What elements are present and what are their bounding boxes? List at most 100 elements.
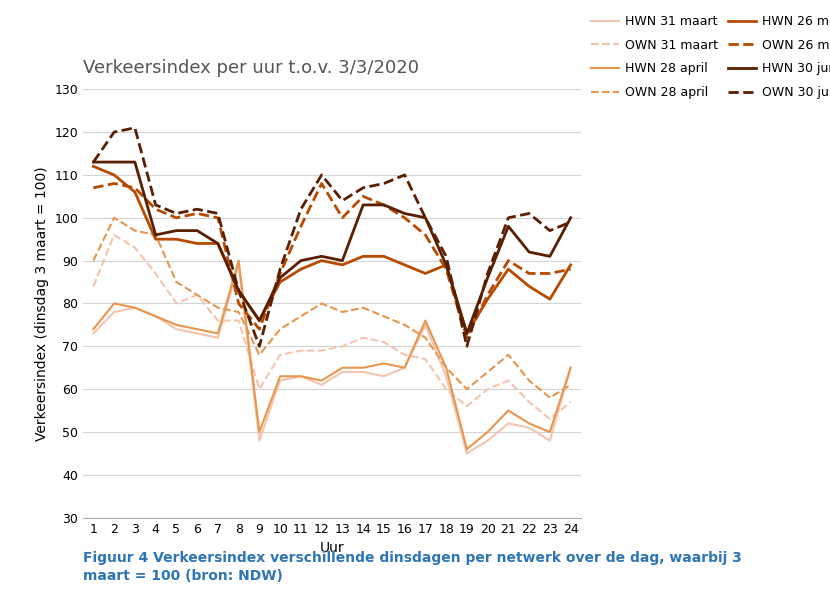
OWN 30 juni <box>254 343 264 350</box>
OWN 30 juni <box>295 206 305 213</box>
HWN 28 april <box>461 446 471 453</box>
HWN 26 mei <box>544 296 554 303</box>
OWN 30 juni <box>316 171 326 178</box>
OWN 28 april <box>461 386 471 393</box>
OWN 26 mei <box>358 193 368 200</box>
HWN 26 mei <box>358 253 368 260</box>
OWN 28 april <box>234 308 244 315</box>
HWN 30 juni <box>234 287 244 294</box>
HWN 28 april <box>378 360 388 367</box>
HWN 26 mei <box>254 317 264 324</box>
OWN 31 maart <box>503 377 513 384</box>
OWN 31 maart <box>316 347 326 354</box>
OWN 31 maart <box>525 399 535 406</box>
HWN 30 juni <box>212 240 222 247</box>
OWN 28 april <box>420 334 430 342</box>
HWN 26 mei <box>192 240 203 247</box>
Line: OWN 30 juni: OWN 30 juni <box>93 128 570 346</box>
HWN 31 maart <box>110 308 120 315</box>
Line: HWN 30 juni: HWN 30 juni <box>93 162 570 333</box>
HWN 26 mei <box>482 296 492 303</box>
OWN 26 mei <box>378 201 388 208</box>
OWN 31 maart <box>482 386 492 393</box>
HWN 28 april <box>192 325 203 333</box>
HWN 30 juni <box>316 253 326 260</box>
HWN 28 april <box>150 313 160 320</box>
OWN 31 maart <box>88 283 99 290</box>
HWN 30 juni <box>482 274 492 281</box>
OWN 26 mei <box>544 270 554 277</box>
HWN 31 maart <box>212 334 222 342</box>
OWN 26 mei <box>316 180 326 187</box>
HWN 31 maart <box>234 261 244 268</box>
OWN 26 mei <box>565 265 575 273</box>
OWN 31 maart <box>442 386 452 393</box>
HWN 30 juni <box>525 249 535 256</box>
HWN 28 april <box>254 428 264 436</box>
HWN 28 april <box>337 364 347 371</box>
HWN 31 maart <box>254 437 264 444</box>
HWN 26 mei <box>295 265 305 273</box>
OWN 31 maart <box>565 399 575 406</box>
OWN 30 juni <box>212 210 222 217</box>
HWN 31 maart <box>525 424 535 431</box>
HWN 28 april <box>503 407 513 414</box>
OWN 28 april <box>110 214 120 221</box>
OWN 28 april <box>358 304 368 311</box>
OWN 31 maart <box>399 351 409 358</box>
OWN 30 juni <box>420 214 430 221</box>
HWN 26 mei <box>399 261 409 268</box>
HWN 26 mei <box>212 240 222 247</box>
OWN 26 mei <box>295 223 305 230</box>
OWN 30 juni <box>275 265 286 273</box>
OWN 30 juni <box>110 129 120 136</box>
OWN 28 april <box>503 351 513 358</box>
Line: OWN 31 maart: OWN 31 maart <box>93 235 570 419</box>
HWN 31 maart <box>171 325 181 333</box>
HWN 30 juni <box>254 317 264 324</box>
OWN 31 maart <box>192 292 203 299</box>
OWN 31 maart <box>275 351 286 358</box>
OWN 30 juni <box>399 171 409 178</box>
HWN 26 mei <box>129 189 139 196</box>
HWN 30 juni <box>358 201 368 208</box>
HWN 30 juni <box>295 257 305 264</box>
HWN 26 mei <box>275 278 286 286</box>
HWN 26 mei <box>171 236 181 243</box>
OWN 28 april <box>442 364 452 371</box>
OWN 28 april <box>544 394 554 401</box>
OWN 31 maart <box>544 415 554 422</box>
HWN 26 mei <box>442 261 452 268</box>
HWN 30 juni <box>378 201 388 208</box>
HWN 31 maart <box>129 304 139 311</box>
Text: Verkeersindex per uur t.o.v. 3/3/2020: Verkeersindex per uur t.o.v. 3/3/2020 <box>83 58 419 77</box>
OWN 28 april <box>316 300 326 307</box>
OWN 26 mei <box>88 184 99 192</box>
HWN 30 juni <box>150 231 160 239</box>
HWN 31 maart <box>503 420 513 427</box>
OWN 28 april <box>482 368 492 375</box>
OWN 30 juni <box>337 197 347 204</box>
OWN 28 april <box>171 278 181 286</box>
HWN 28 april <box>234 257 244 264</box>
HWN 28 april <box>110 300 120 307</box>
HWN 30 juni <box>399 210 409 217</box>
OWN 30 juni <box>525 210 535 217</box>
OWN 26 mei <box>254 325 264 333</box>
OWN 31 maart <box>254 386 264 393</box>
HWN 30 juni <box>192 227 203 234</box>
HWN 30 juni <box>275 274 286 281</box>
HWN 26 mei <box>525 283 535 290</box>
HWN 26 mei <box>316 257 326 264</box>
HWN 26 mei <box>461 330 471 337</box>
Y-axis label: Verkeersindex (dinsdag 3 maart = 100): Verkeersindex (dinsdag 3 maart = 100) <box>35 166 49 441</box>
HWN 31 maart <box>295 372 305 380</box>
HWN 28 april <box>525 420 535 427</box>
OWN 30 juni <box>129 124 139 131</box>
HWN 31 maart <box>461 450 471 457</box>
OWN 30 juni <box>544 227 554 234</box>
HWN 28 april <box>565 364 575 371</box>
HWN 30 juni <box>337 257 347 264</box>
Line: OWN 28 april: OWN 28 april <box>93 218 570 397</box>
HWN 30 juni <box>442 261 452 268</box>
